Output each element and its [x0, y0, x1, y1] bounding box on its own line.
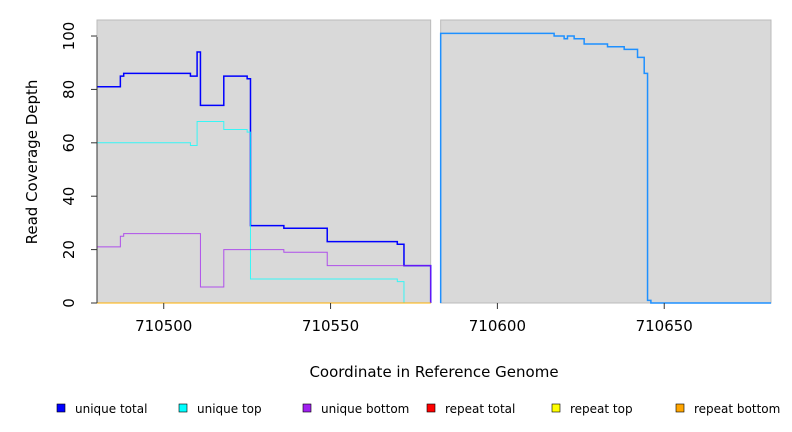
y-tick-label: 80: [60, 80, 78, 99]
y-tick-label: 0: [60, 298, 78, 308]
series-line-unique-total: [97, 51, 432, 303]
plot-region-0: [96, 19, 432, 304]
legend-label-repeat-top: repeat top: [570, 402, 633, 416]
legend-label-unique-top: unique top: [197, 402, 262, 416]
y-tick-label: 40: [60, 187, 78, 206]
legend-label-unique-bottom: unique bottom: [321, 402, 409, 416]
x-tick-label: 710650: [636, 317, 693, 335]
series-line-unique-bottom: [97, 233, 432, 303]
legend-label-repeat-bottom: repeat bottom: [694, 402, 780, 416]
series-line-unique-total-region-2-: [439, 32, 771, 304]
x-tick-label: 710550: [302, 317, 359, 335]
legend-label-unique-total: unique total: [75, 402, 147, 416]
legend-swatch-repeat-total: [426, 403, 436, 413]
legend-swatch-repeat-bottom: [675, 403, 685, 413]
legend-label-repeat-total: repeat total: [445, 402, 515, 416]
legend-swatch-repeat-top: [551, 403, 561, 413]
legend-swatch-unique-bottom: [302, 403, 312, 413]
x-axis-label: Coordinate in Reference Genome: [309, 363, 558, 381]
legend-swatch-unique-total: [56, 403, 66, 413]
y-tick-label: 20: [60, 240, 78, 259]
x-tick-label: 710500: [135, 317, 192, 335]
x-tick-label: 710600: [469, 317, 526, 335]
legend-swatch-unique-top: [178, 403, 188, 413]
series-line-unique-top: [97, 120, 431, 304]
y-axis-label: Read Coverage Depth: [23, 80, 41, 245]
y-tick-label: 100: [60, 22, 78, 51]
y-tick-label: 60: [60, 133, 78, 152]
plot-region-1: [440, 19, 772, 304]
